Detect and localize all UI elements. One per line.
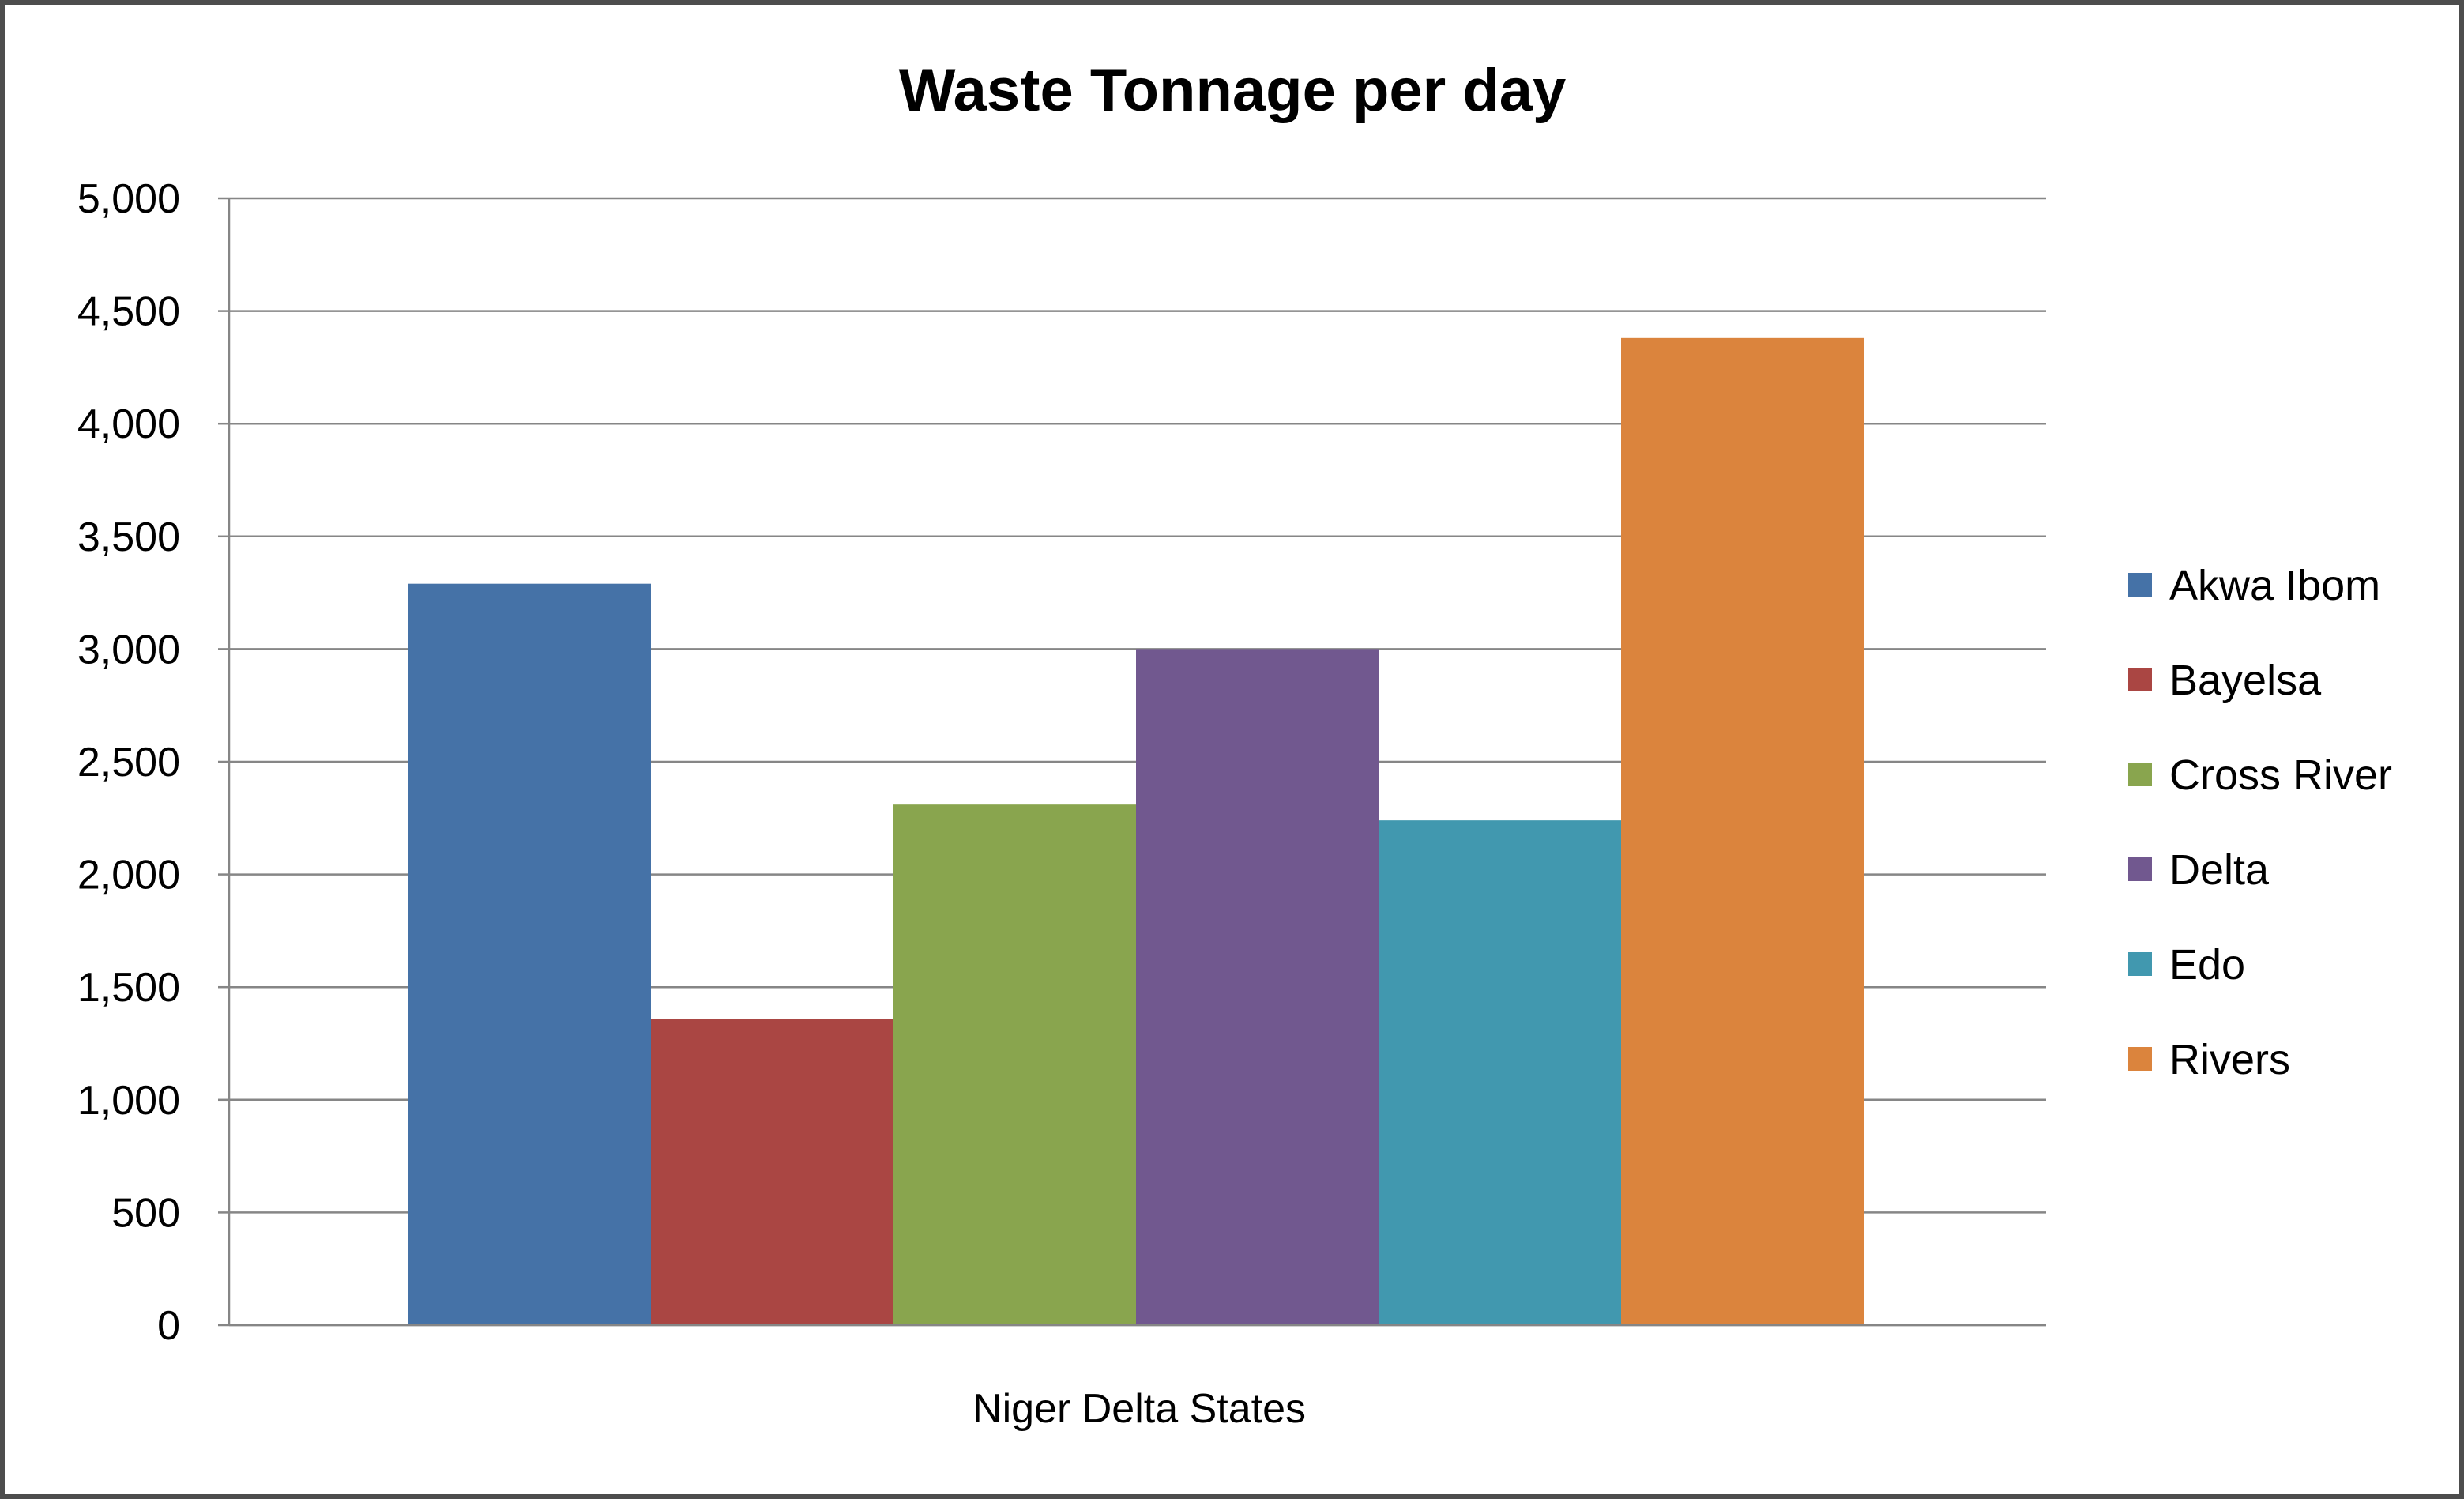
bar-edo [1379, 820, 1621, 1325]
legend-swatch [2128, 668, 2152, 691]
y-tick-label: 1,000 [77, 1078, 180, 1124]
y-axis-tick-labels: 0 500 1,000 1,500 2,000 2,500 3,000 3,500 4,000 4… [77, 176, 180, 1349]
x-axis-label: Niger Delta States [972, 1386, 1306, 1432]
y-tick-label: 2,500 [77, 740, 180, 785]
y-tick-label: 5,000 [77, 176, 180, 222]
legend-label: Edo [2169, 941, 2245, 989]
y-tick-label: 4,500 [77, 289, 180, 335]
bar-delta [1136, 649, 1379, 1325]
y-tick-label: 3,000 [77, 627, 180, 672]
y-tick-label: 4,000 [77, 401, 180, 447]
axes [218, 197, 2046, 1327]
legend-swatch [2128, 763, 2152, 786]
legend-swatch [2128, 573, 2152, 597]
y-tick-label: 1,500 [77, 965, 180, 1011]
legend-swatch [2128, 857, 2152, 881]
legend-label: Akwa Ibom [2169, 562, 2380, 609]
legend-swatch [2128, 952, 2152, 976]
chart-title: Waste Tonnage per day [899, 57, 1567, 124]
y-tick-label: 500 [111, 1190, 180, 1236]
legend-swatch [2128, 1047, 2152, 1071]
bar-cross-river [893, 804, 1136, 1325]
legend-label: Bayelsa [2169, 657, 2322, 704]
y-tick-label: 2,000 [77, 853, 180, 898]
bar-bayelsa [651, 1019, 893, 1325]
legend-label: Rivers [2169, 1036, 2290, 1083]
bar-rivers [1621, 337, 1864, 1326]
legend-label: Cross River [2169, 751, 2392, 799]
y-tick-label: 0 [157, 1303, 180, 1349]
legend: Akwa Ibom Bayelsa Cross River Delta Edo River… [2128, 562, 2392, 1083]
bar-akwa-ibom [408, 583, 651, 1325]
y-tick-label: 3,500 [77, 514, 180, 560]
bars [408, 337, 1864, 1326]
legend-label: Delta [2169, 846, 2270, 894]
